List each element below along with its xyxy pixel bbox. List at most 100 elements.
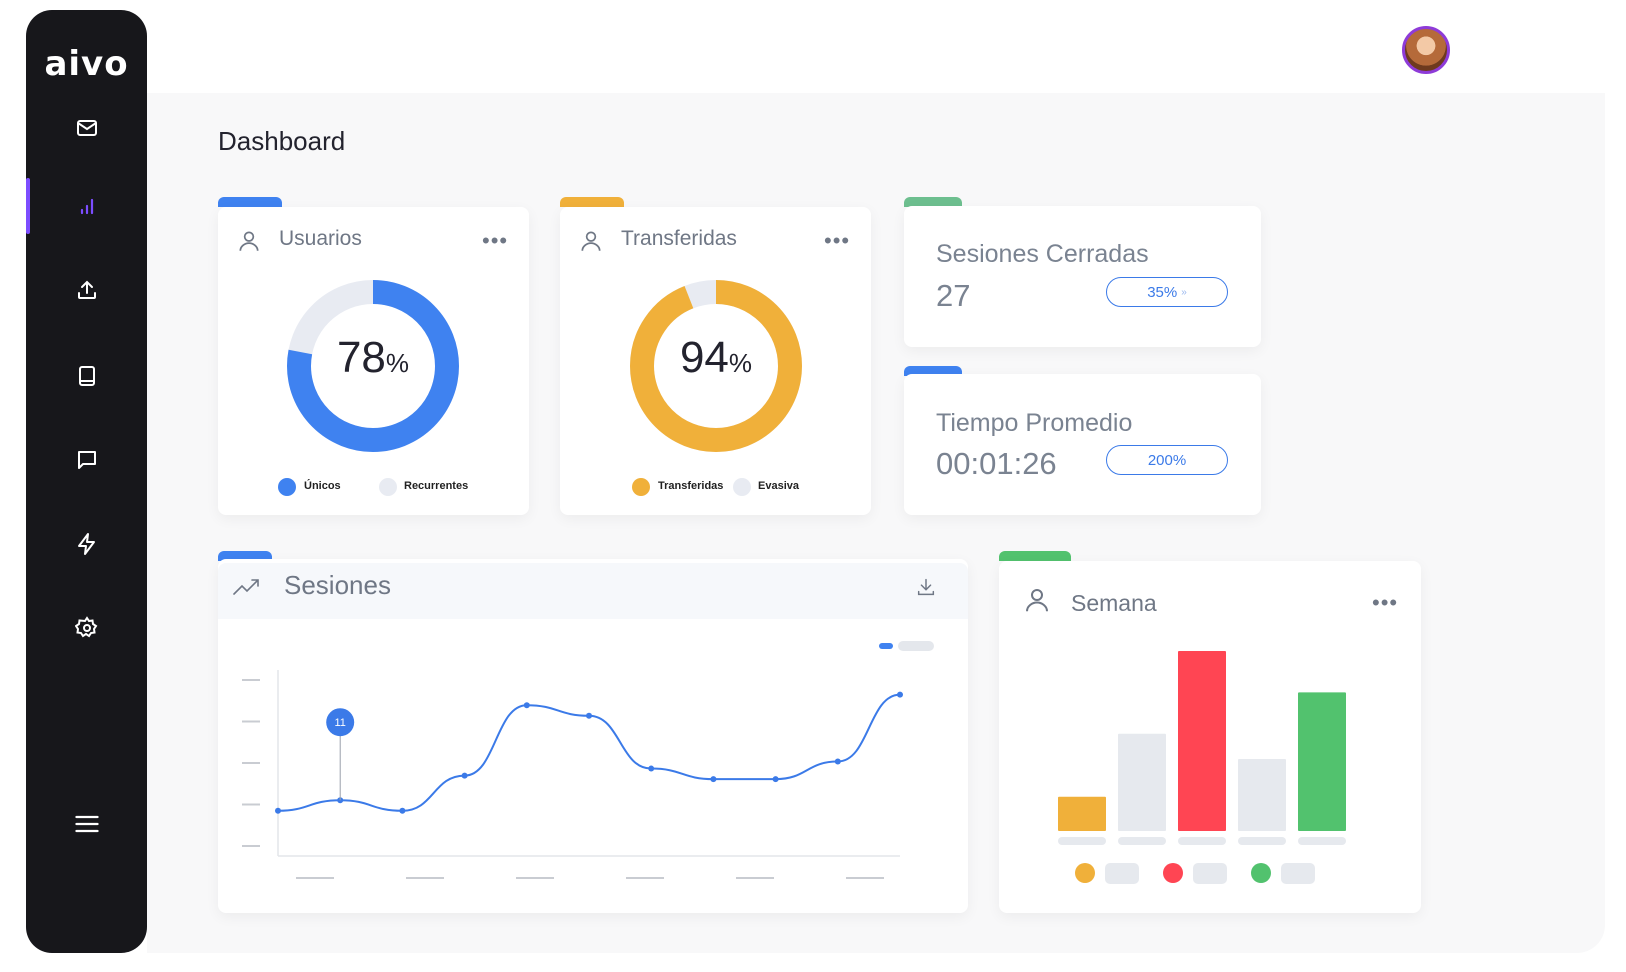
bar-label-placeholder bbox=[1058, 837, 1106, 845]
transferidas-title: Transferidas bbox=[621, 227, 737, 250]
legend-dot-evasiva bbox=[733, 478, 751, 496]
bar-chart-icon bbox=[80, 198, 93, 215]
legend-placeholder bbox=[1193, 863, 1227, 884]
transferidas-percent-value: 94 bbox=[679, 333, 729, 382]
usuarios-title: Usuarios bbox=[279, 227, 362, 250]
transferidas-donut-chart bbox=[630, 280, 802, 452]
card-tab bbox=[218, 197, 282, 207]
bar bbox=[1298, 692, 1346, 831]
book-icon bbox=[78, 366, 95, 386]
aivo-logo: aivo bbox=[44, 44, 129, 84]
tiempo-promedio-badge: 200% bbox=[1106, 445, 1228, 475]
sidebar-item-automations[interactable] bbox=[26, 516, 147, 572]
usuarios-percent-value: 78 bbox=[336, 333, 386, 382]
legend-dot-recurrentes bbox=[379, 478, 397, 496]
sesiones-cerradas-value: 27 bbox=[936, 278, 971, 313]
bar bbox=[1238, 759, 1286, 831]
legend-dot-transferidas bbox=[632, 478, 650, 496]
tiempo-promedio-card bbox=[904, 374, 1261, 515]
sidebar-item-settings[interactable] bbox=[26, 600, 147, 656]
legend-label-unicos: Únicos bbox=[304, 480, 341, 492]
semana-bar-chart bbox=[1058, 651, 1346, 884]
sidebar-item-upload[interactable] bbox=[26, 262, 147, 318]
hamburger-icon bbox=[74, 815, 99, 833]
semana-more-icon[interactable]: ••• bbox=[1372, 590, 1399, 615]
user-avatar[interactable] bbox=[1402, 26, 1450, 74]
user-icon bbox=[239, 231, 259, 251]
data-point bbox=[461, 772, 468, 779]
active-indicator bbox=[26, 178, 30, 234]
trending-icon bbox=[233, 579, 259, 595]
lightning-icon bbox=[77, 533, 95, 555]
transferidas-percent: 94% bbox=[626, 333, 806, 383]
chat-icon bbox=[77, 451, 96, 469]
legend-placeholder bbox=[1281, 863, 1315, 884]
bar-label-placeholder bbox=[1238, 837, 1286, 845]
menu-button[interactable] bbox=[26, 796, 147, 852]
bar-label-placeholder bbox=[1178, 837, 1226, 845]
sesiones-cerradas-badge: 35%» bbox=[1106, 277, 1228, 307]
legend-dot bbox=[1163, 863, 1183, 883]
usuarios-more-icon[interactable]: ••• bbox=[482, 228, 509, 253]
legend-dot bbox=[1251, 863, 1271, 883]
badge-value: 35% bbox=[1147, 283, 1178, 301]
mail-icon bbox=[76, 120, 97, 136]
series-line bbox=[277, 693, 901, 812]
highlight-label: 11 bbox=[334, 717, 345, 729]
card-tab bbox=[218, 551, 272, 561]
legend-label-evasiva: Evasiva bbox=[758, 480, 799, 492]
tiempo-promedio-value: 00:01:26 bbox=[936, 446, 1057, 481]
bar bbox=[1178, 651, 1226, 831]
user-icon bbox=[1026, 589, 1048, 612]
sidebar-item-analytics[interactable] bbox=[26, 178, 147, 234]
highlight-bubble bbox=[326, 708, 355, 737]
data-point bbox=[275, 807, 281, 814]
sidebar: aivo bbox=[26, 10, 147, 953]
upload-icon bbox=[77, 280, 96, 299]
donut-value-arc bbox=[287, 280, 459, 452]
usuarios-card bbox=[218, 207, 529, 515]
bar bbox=[1118, 733, 1166, 831]
bar-label-placeholder bbox=[1118, 837, 1166, 845]
sesiones-cerradas-card bbox=[904, 206, 1261, 347]
bar-label-placeholder bbox=[1298, 837, 1346, 845]
card-tab bbox=[904, 197, 962, 207]
sesiones-title: Sesiones bbox=[284, 570, 391, 600]
donut-value-arc bbox=[630, 280, 802, 452]
data-point bbox=[772, 776, 779, 783]
card-tab bbox=[999, 551, 1071, 561]
bar bbox=[1058, 796, 1106, 831]
sidebar-item-chat[interactable] bbox=[26, 432, 147, 488]
percent-sign: % bbox=[385, 348, 410, 378]
sesiones-cerradas-label: Sesiones Cerradas bbox=[936, 240, 1149, 268]
transferidas-more-icon[interactable]: ••• bbox=[824, 228, 851, 253]
download-icon[interactable] bbox=[915, 576, 937, 598]
semana-title: Semana bbox=[1071, 590, 1157, 616]
data-point bbox=[897, 691, 903, 698]
card-tab bbox=[560, 197, 624, 207]
legend-marker-active bbox=[879, 643, 893, 649]
legend-dot-unicos bbox=[278, 478, 296, 496]
page-title: Dashboard bbox=[218, 126, 346, 156]
transferidas-card bbox=[560, 207, 871, 515]
data-point bbox=[399, 807, 406, 814]
data-point bbox=[586, 712, 592, 719]
legend-marker-placeholder bbox=[898, 641, 934, 651]
sidebar-item-inbox[interactable] bbox=[26, 100, 147, 156]
sidebar-item-knowledge[interactable] bbox=[26, 348, 147, 404]
card-tab bbox=[904, 366, 962, 376]
data-point bbox=[834, 758, 841, 765]
percent-sign: % bbox=[728, 348, 753, 378]
sesiones-line-chart: 11 bbox=[242, 670, 903, 879]
legend-dot bbox=[1075, 863, 1095, 883]
tiempo-promedio-label: Tiempo Promedio bbox=[936, 409, 1133, 437]
usuarios-donut-chart bbox=[287, 280, 459, 452]
trend-up-icon: » bbox=[1181, 286, 1187, 298]
data-point bbox=[648, 765, 655, 772]
gear-icon bbox=[74, 616, 97, 638]
data-point bbox=[523, 702, 530, 709]
legend-label-transferidas: Transferidas bbox=[658, 480, 724, 492]
sesiones-header bbox=[218, 563, 968, 619]
data-point bbox=[710, 776, 717, 783]
legend-label-recurrentes: Recurrentes bbox=[404, 480, 469, 492]
